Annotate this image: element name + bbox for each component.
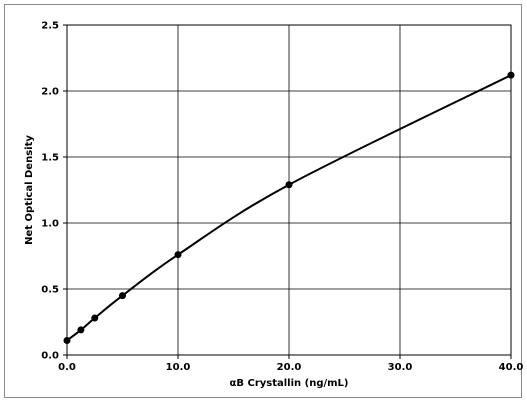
y-tick-label: 2.0	[41, 87, 59, 98]
x-axis-ticks: 0.0 10.0 20.0 30.0 40.0	[58, 355, 523, 373]
data-point	[77, 326, 85, 334]
y-tick-label: 0.5	[41, 285, 59, 296]
x-tick-label: 40.0	[499, 362, 524, 373]
data-point	[63, 336, 71, 344]
data-point	[285, 181, 293, 189]
x-tick-label: 30.0	[388, 362, 413, 373]
y-axis-ticks: 0.0 0.5 1.0 1.5 2.0 2.5	[41, 21, 67, 362]
y-axis-title: Net Optical Density	[24, 135, 35, 245]
data-point	[91, 314, 99, 322]
y-tick-label: 2.5	[41, 21, 59, 32]
data-point	[174, 251, 182, 259]
chart-frame	[4, 4, 522, 398]
x-tick-label: 20.0	[277, 362, 302, 373]
y-tick-label: 1.0	[41, 219, 59, 230]
y-tick-label: 1.5	[41, 153, 59, 164]
x-axis-title: αB Crystallin (ng/mL)	[230, 378, 349, 389]
grid-lines	[66, 24, 512, 356]
data-point	[507, 71, 515, 79]
x-tick-label: 0.0	[58, 362, 76, 373]
x-tick-label: 10.0	[166, 362, 191, 373]
y-tick-label: 0.0	[41, 351, 59, 362]
data-point	[119, 292, 126, 300]
series-group	[63, 71, 515, 344]
